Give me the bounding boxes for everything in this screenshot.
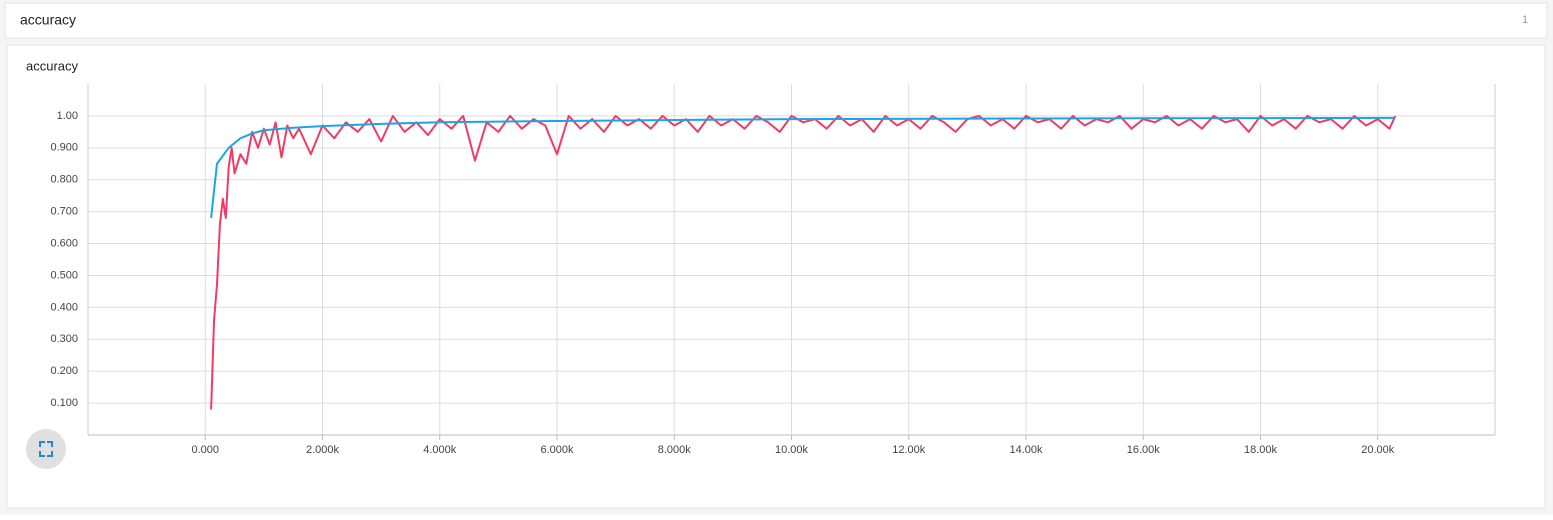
y-tick-label: 0.200 [50,365,78,377]
y-tick-label: 0.400 [50,301,78,313]
x-tick-label: 4.000k [423,444,457,456]
x-tick-label: 20.00k [1361,444,1395,456]
fullscreen-icon [39,441,53,457]
data-line [210,116,1396,219]
x-tick-label: 8.000k [658,444,692,456]
y-tick-label: 0.500 [50,269,78,281]
y-tick-label: 0.900 [50,142,78,154]
y-tick-label: 0.300 [50,333,78,345]
data-line [210,114,1397,410]
y-tick-label: 0.800 [50,174,78,186]
y-tick-label: 0.100 [50,397,78,409]
x-tick-label: 10.00k [775,444,809,456]
chart-title: accuracy [26,58,79,73]
x-tick-label: 12.00k [892,444,926,456]
fullscreen-button[interactable] [26,429,66,469]
header-title: accuracy [20,12,76,28]
y-tick-label: 0.700 [50,206,78,218]
x-tick-label: 6.000k [540,444,574,456]
y-tick-label: 0.600 [50,237,78,249]
header-bar[interactable] [4,2,1548,39]
x-tick-label: 0.000 [191,444,219,456]
plot: 0.100 0.200 0.300 0.400 0.500 0.600 0.700 0.800… [50,84,1496,456]
header-count: 1 [1522,14,1528,26]
chart-card [6,44,1546,509]
x-tick-label: 16.00k [1127,444,1161,456]
x-tick-label: 2.000k [306,444,340,456]
x-tick-label: 18.00k [1244,444,1278,456]
y-tick-label: 1.00 [57,110,78,122]
x-tick-label: 14.00k [1009,444,1043,456]
